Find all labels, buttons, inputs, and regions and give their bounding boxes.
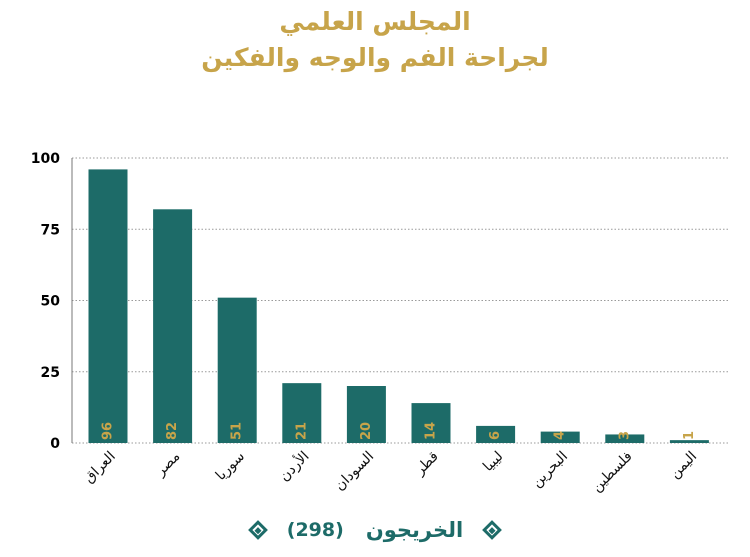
bar-value-label: 82 [165, 422, 180, 440]
x-tick-label: ليبيا [480, 449, 506, 475]
bar-value-label: 1 [682, 431, 697, 440]
bar [217, 297, 257, 443]
diamond-icon [247, 520, 268, 540]
y-tick-label: 75 [41, 222, 60, 238]
x-tick-label: الأردن [275, 447, 313, 485]
bar [669, 440, 709, 443]
bar-value-label: 14 [424, 422, 439, 440]
x-tick-label: السودان [332, 449, 377, 494]
chart-title: المجلس العلمي لجراحة الفم والوجه والفكين [0, 4, 750, 76]
y-tick-label: 25 [41, 365, 60, 381]
y-tick-label: 50 [41, 294, 61, 310]
bar-value-label: 3 [617, 431, 632, 440]
bar-value-label: 4 [553, 431, 568, 440]
bar-chart: 0 25 50 75 100 96 العراق 82 مصر 51 سوريا 21 الأردن 20… [31, 151, 728, 496]
x-tick-label: العراق [81, 449, 119, 487]
bar [411, 403, 451, 443]
bar [88, 169, 128, 443]
bar-value-label: 6 [488, 431, 503, 440]
x-tick-label: سوريا [213, 449, 248, 484]
x-tick-label: مصر [152, 449, 183, 480]
bar [605, 434, 645, 443]
graduates-legend: (298) الخريجون [0, 510, 750, 550]
x-tick-label: قطر [411, 449, 441, 479]
chart-title-line-1: المجلس العلمي [279, 7, 471, 36]
bar [540, 431, 580, 443]
bar-value-label: 96 [101, 422, 116, 440]
x-tick-label: اليمن [667, 449, 700, 482]
y-tick-label: 100 [31, 151, 60, 167]
bar [153, 209, 193, 443]
bar [476, 425, 516, 443]
bar-value-label: 21 [294, 422, 309, 440]
bar-value-label: 51 [230, 422, 245, 440]
y-tick-label: 0 [50, 436, 60, 452]
graduates-count: (298) [286, 519, 344, 541]
bar-value-label: 20 [359, 422, 374, 440]
graduates-label: الخريجون [365, 518, 464, 542]
diamond-icon [482, 520, 503, 540]
chart-title-line-2: لجراحة الفم والوجه والفكين [201, 43, 549, 72]
x-tick-label: فلسطين [589, 449, 636, 496]
bar [346, 386, 386, 443]
bar [282, 383, 322, 443]
x-tick-label: البحرين [529, 449, 571, 491]
